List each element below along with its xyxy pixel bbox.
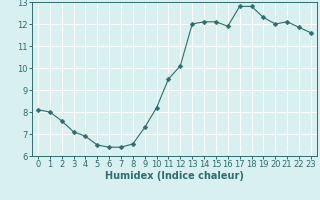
- X-axis label: Humidex (Indice chaleur): Humidex (Indice chaleur): [105, 171, 244, 181]
